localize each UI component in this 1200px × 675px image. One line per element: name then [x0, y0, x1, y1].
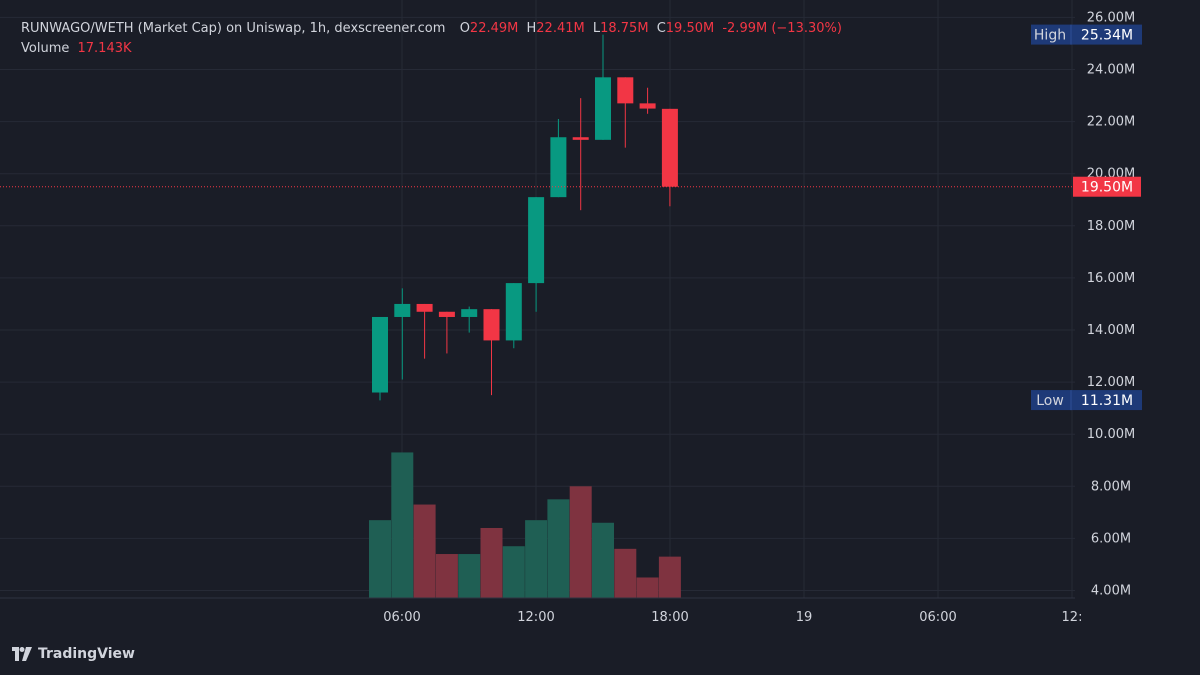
candle-body — [639, 103, 656, 109]
grid-lines — [0, 0, 1075, 598]
low-tag-value: 11.31M — [1081, 393, 1133, 409]
volume-bar — [502, 546, 525, 598]
tradingview-logo[interactable]: TradingView — [12, 646, 135, 662]
open-value: 22.49M — [469, 21, 519, 36]
symbol-title: RUNWAGO/WETH (Market Cap) on Uniswap, 1h… — [21, 21, 446, 36]
price-tick-label: 8.00M — [1091, 479, 1131, 494]
candle-body — [416, 303, 433, 312]
candle-body — [372, 316, 388, 393]
high-tag-bg — [1031, 24, 1142, 45]
price-tick-label: 4.00M — [1091, 584, 1131, 599]
candle-body — [505, 283, 522, 341]
volume-bar — [592, 522, 614, 598]
brand-name: TradingView — [38, 646, 135, 662]
volume-bar — [636, 577, 659, 598]
tradingview-icon — [12, 647, 32, 661]
time-tick-label: 12:00 — [517, 610, 554, 625]
candle-body — [595, 77, 611, 140]
last-price-tag-bg — [1073, 176, 1141, 197]
low-value: 18.75M — [600, 21, 649, 36]
high-value: 22.41M — [536, 21, 585, 36]
price-tick-label: 24.00M — [1087, 63, 1135, 78]
time-tick-label: 18:00 — [651, 610, 688, 625]
volume-value: 17.143K — [77, 41, 132, 56]
volume-bar — [391, 452, 414, 598]
price-tick-label: 26.00M — [1087, 10, 1135, 25]
candle-series — [372, 34, 678, 401]
price-tick-label: 22.00M — [1087, 115, 1135, 130]
low-tag-label: Low — [1036, 393, 1064, 409]
high-tag-value: 25.34M — [1081, 28, 1133, 44]
time-tick-label: 19 — [796, 610, 813, 625]
price-axis[interactable]: 4.00M 6.00M 8.00M 10.00M 12.00M 14.00M 16.00M 1… — [1087, 10, 1135, 598]
volume-bar — [435, 554, 458, 598]
candle-body — [572, 137, 589, 140]
high-label: H — [526, 21, 537, 36]
candle-body — [483, 309, 500, 341]
volume-bar — [547, 499, 570, 598]
volume-bar — [525, 520, 548, 598]
volume-bar — [413, 504, 436, 598]
volume-label: Volume — [21, 41, 70, 56]
volume-bar — [658, 556, 681, 598]
low-label: L — [592, 21, 601, 36]
legend-ohlc: RUNWAGO/WETH (Market Cap) on Uniswap, 1h… — [21, 21, 842, 36]
candle-body — [438, 311, 455, 317]
close-label: C — [656, 21, 666, 36]
volume-bar — [458, 554, 481, 598]
price-tags: High 25.34M Low 11.31M 19.50M — [1031, 24, 1142, 411]
price-tick-label: 6.00M — [1091, 531, 1131, 546]
time-tick-label: 12: — [1062, 610, 1083, 625]
open-label: O — [459, 21, 470, 36]
candle-body — [550, 137, 567, 198]
volume-series — [369, 452, 681, 598]
time-axis[interactable]: 06:00 12:00 18:00 19 06:00 12: — [0, 597, 1083, 625]
close-value: 19.50M — [665, 21, 715, 36]
low-tag-bg — [1031, 390, 1142, 411]
price-tick-label: 18.00M — [1087, 219, 1135, 234]
time-tick-label: 06:00 — [919, 610, 956, 625]
price-tick-label: 10.00M — [1087, 427, 1135, 442]
candle-body — [461, 309, 478, 317]
price-tick-label: 14.00M — [1087, 323, 1135, 338]
candle-body — [661, 108, 678, 187]
last-price-tag-value: 19.50M — [1081, 180, 1133, 196]
candle-body — [617, 77, 634, 104]
volume-bar — [569, 486, 592, 598]
price-tick-label: 16.00M — [1087, 271, 1135, 286]
price-tick-label: 12.00M — [1087, 375, 1135, 390]
volume-bar — [614, 548, 637, 598]
change-value: -2.99M (−13.30%) — [722, 21, 842, 36]
legend-volume: Volume 17.143K — [21, 41, 132, 56]
candle-body — [394, 303, 411, 317]
time-tick-label: 06:00 — [383, 610, 420, 625]
volume-bar — [480, 527, 503, 598]
high-tag-label: High — [1034, 28, 1066, 44]
volume-bar — [369, 520, 391, 598]
candle-body — [528, 197, 545, 284]
